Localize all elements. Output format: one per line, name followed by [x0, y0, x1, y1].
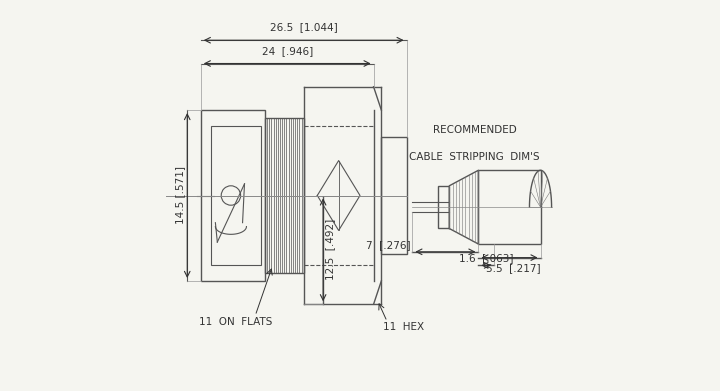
Bar [438, 186, 449, 228]
Text: 1.6  [.063]: 1.6 [.063] [459, 253, 513, 264]
Bar [265, 118, 304, 273]
Text: 14.5 [.571]: 14.5 [.571] [175, 167, 185, 224]
Bar [210, 126, 261, 265]
Bar [201, 110, 265, 281]
Text: 5.5  [.217]: 5.5 [.217] [486, 264, 541, 273]
Text: 7  [.276]: 7 [.276] [366, 240, 410, 250]
Bar [382, 137, 407, 254]
Text: RECOMMENDED: RECOMMENDED [433, 124, 516, 135]
Text: 24  [.946]: 24 [.946] [261, 46, 312, 56]
Text: CABLE  STRIPPING  DIM'S: CABLE STRIPPING DIM'S [409, 152, 540, 161]
Bar [478, 170, 541, 244]
Text: 12.5  [.492]: 12.5 [.492] [325, 219, 335, 280]
Text: 26.5  [1.044]: 26.5 [1.044] [270, 22, 338, 32]
Text: 11  ON  FLATS: 11 ON FLATS [199, 317, 272, 326]
Text: 11  HEX: 11 HEX [383, 323, 424, 332]
